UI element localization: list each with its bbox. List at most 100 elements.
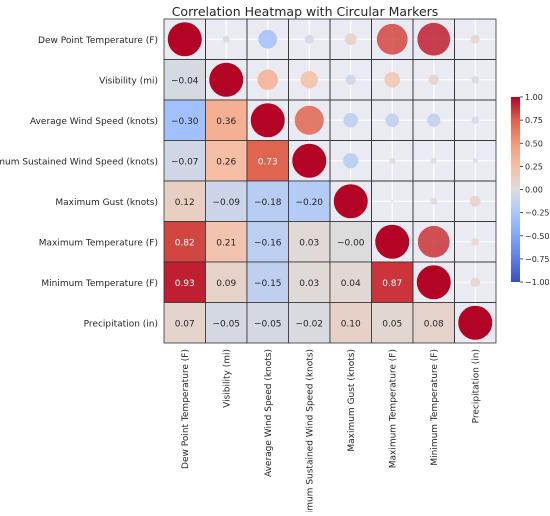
cell-value-label: −0.05 <box>212 319 240 329</box>
cell-value-label: −0.09 <box>212 198 240 208</box>
cell-value-label: −0.07 <box>171 157 199 167</box>
circle-marker <box>376 23 408 55</box>
x-tick-label: Average Wind Speed (knots) <box>264 349 274 477</box>
circle-marker <box>343 153 359 169</box>
heatmap-cell-outline <box>454 302 497 344</box>
circle-marker <box>458 305 493 340</box>
circle-marker <box>417 22 451 56</box>
cell-value-label: 0.82 <box>175 238 195 248</box>
circle-marker <box>250 103 285 138</box>
heatmap-value-labels: −0.04 −0.30 0.36 −0.07 0.26 0.73 0.12 −0.09 −0.1… <box>171 76 444 329</box>
circle-marker <box>427 113 441 127</box>
cell-value-label: −0.02 <box>295 319 323 329</box>
circle-marker <box>389 157 396 164</box>
colorbar-tick-label: −0.25 <box>525 209 550 218</box>
circle-marker <box>344 33 357 46</box>
circle-marker <box>430 157 437 164</box>
circle-marker <box>416 265 451 300</box>
heatmap-cell <box>371 261 414 303</box>
circle-marker <box>469 195 481 207</box>
colorbar-tick-label: 0.75 <box>525 116 543 125</box>
y-tick-label: Maximum Temperature (F) <box>39 238 158 248</box>
heatmap-circle-markers <box>167 22 493 340</box>
x-tick-label: Precipitation (in) <box>471 349 481 423</box>
heatmap-cell <box>163 59 206 101</box>
colorbar: 1.00 0.75 0.50 0.25 0.00 −0.25 −0.50 −0.75 −1.00 <box>511 93 550 287</box>
circle-marker <box>292 143 327 178</box>
colorbar-gradient <box>511 97 520 282</box>
circle-marker <box>385 113 400 128</box>
circle-marker <box>428 74 439 85</box>
cell-value-label: 0.93 <box>175 279 195 289</box>
cell-value-label: −0.15 <box>254 279 282 289</box>
x-tick-label: Minimum Temperature (F) <box>430 349 440 466</box>
x-tick-label: Dew Point Temperature (F) <box>181 349 191 469</box>
cell-value-label: 0.12 <box>175 198 195 208</box>
circle-marker <box>258 29 278 49</box>
circle-marker <box>294 105 324 135</box>
y-tick-label: Precipitation (in) <box>84 319 158 329</box>
cell-value-label: 0.04 <box>341 279 361 289</box>
cell-value-label: −0.05 <box>254 319 282 329</box>
cell-value-label: 0.03 <box>299 279 319 289</box>
y-tick-label: Minimum Temperature (F) <box>41 279 158 289</box>
circle-marker <box>345 74 356 85</box>
colorbar-tick-label: 1.00 <box>525 93 543 102</box>
y-tick-label: Average Wind Speed (knots) <box>30 117 158 127</box>
circle-marker <box>471 237 480 246</box>
colorbar-tick-label: −0.50 <box>525 232 550 241</box>
y-axis-tick-labels: Dew Point Temperature (F) Visibility (mi)… <box>0 36 158 330</box>
cell-value-label: 0.03 <box>299 238 319 248</box>
cell-value-label: −0.20 <box>295 198 323 208</box>
chart-title: Correlation Heatmap with Circular Marker… <box>172 4 439 19</box>
heatmap-cell <box>412 302 455 344</box>
circle-marker <box>470 277 481 288</box>
x-tick-label: Maximum Gust (knots) <box>347 349 357 452</box>
cell-value-label: 0.21 <box>216 238 236 248</box>
cell-value-label: 0.26 <box>216 157 236 167</box>
circle-marker <box>304 34 314 44</box>
y-tick-label: Visibility (mi) <box>99 76 158 86</box>
heatmap-cell <box>246 302 289 344</box>
y-tick-label: Maximum Sustained Wind Speed (knots) <box>0 157 158 167</box>
cell-value-label: 0.08 <box>424 319 444 329</box>
heatmap-cell <box>288 302 331 344</box>
heatmap-cells <box>163 18 497 344</box>
circle-marker <box>167 22 202 57</box>
cell-value-label: 0.10 <box>341 319 361 329</box>
cell-value-label: 0.73 <box>258 157 278 167</box>
cell-value-label: 0.87 <box>382 279 402 289</box>
colorbar-tick-label: −1.00 <box>525 278 550 287</box>
colorbar-tick-label: 0.50 <box>525 139 543 148</box>
heatmap-cell <box>288 180 331 222</box>
heatmap-cell <box>163 221 206 263</box>
heatmap-cell <box>246 140 289 182</box>
circle-marker <box>333 184 368 219</box>
x-tick-label: Visibility (mi) <box>222 349 232 408</box>
heatmap-cell <box>371 302 414 344</box>
cell-value-label: 0.09 <box>216 279 236 289</box>
cell-value-label: 0.05 <box>382 319 402 329</box>
cell-value-label: −0.30 <box>171 117 199 127</box>
circle-marker <box>300 71 318 89</box>
circle-marker <box>417 225 450 258</box>
y-tick-label: Maximum Gust (knots) <box>55 198 158 208</box>
heatmap-cell <box>163 180 206 222</box>
circle-marker <box>471 116 480 125</box>
circle-marker <box>430 197 438 205</box>
circle-marker <box>471 75 480 84</box>
x-tick-label: Maximum Temperature (F) <box>388 349 398 468</box>
circle-marker <box>375 224 410 259</box>
heatmap-cell <box>205 140 248 182</box>
colorbar-tick-label: 0.00 <box>525 186 543 195</box>
circle-marker <box>384 71 401 88</box>
circle-marker <box>343 113 358 128</box>
circle-marker <box>391 200 394 203</box>
cell-value-label: −0.18 <box>254 198 282 208</box>
cell-value-label: −0.04 <box>171 76 199 86</box>
y-tick-label: Dew Point Temperature (F) <box>38 36 158 46</box>
cell-value-label: 0.36 <box>216 117 236 127</box>
heatmap-cell <box>205 99 248 141</box>
